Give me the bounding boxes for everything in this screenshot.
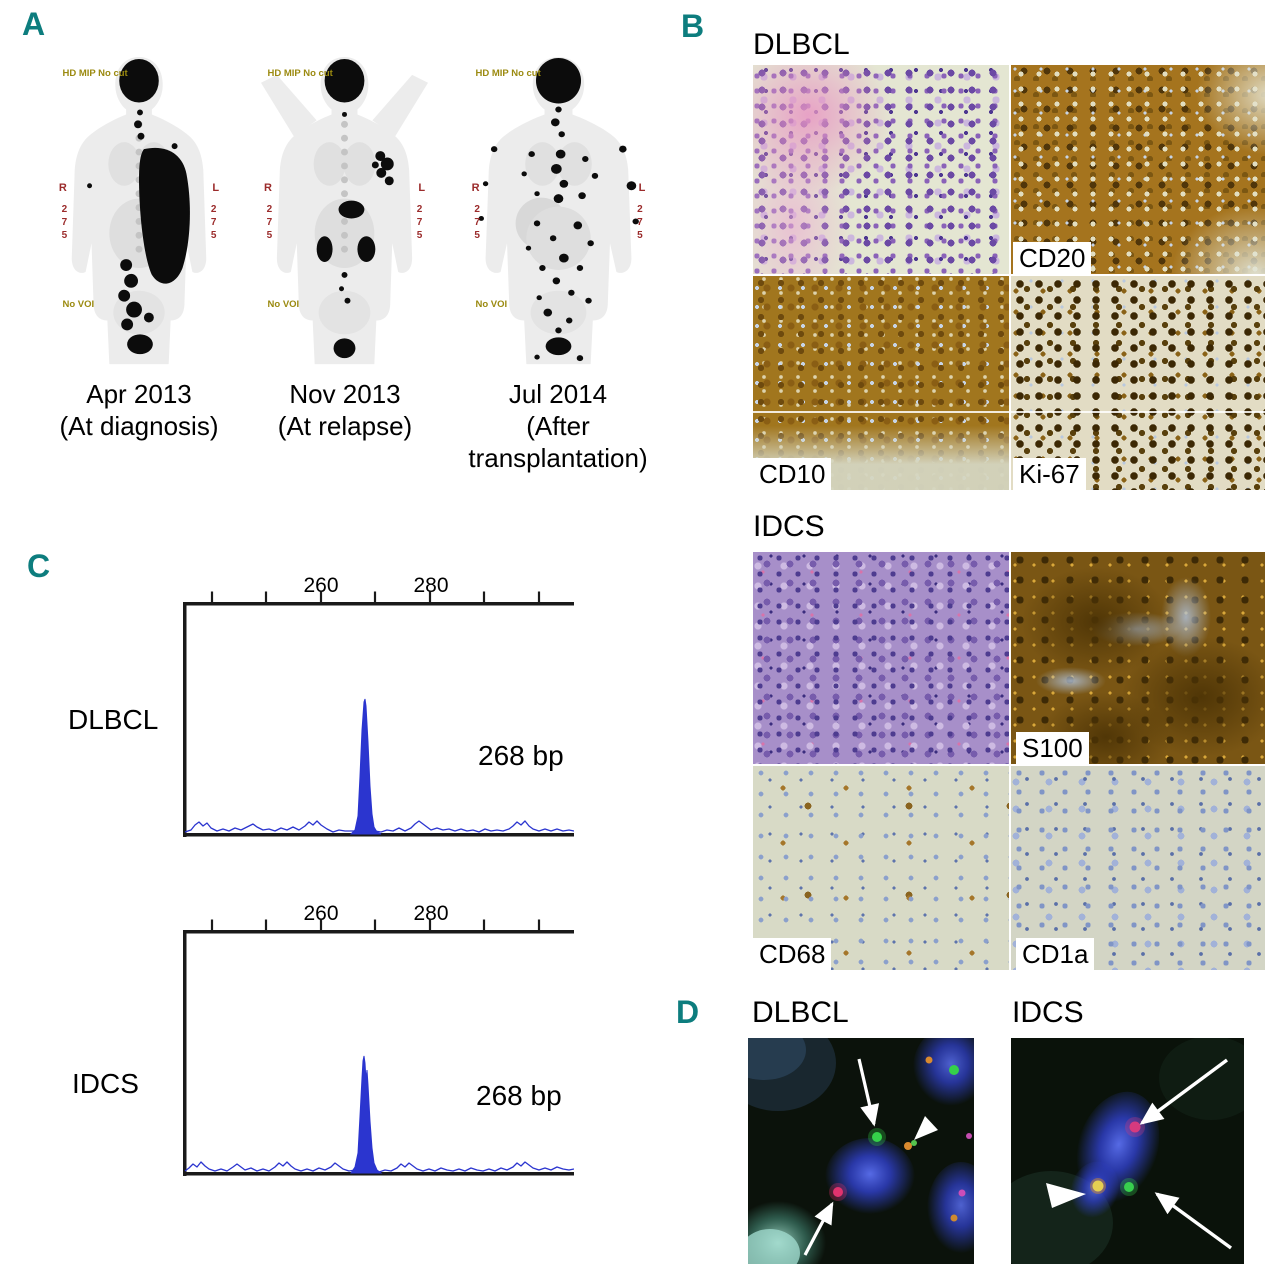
scan-mode-text: HD MIP No cut xyxy=(62,67,128,79)
fish-graphic-dlbcl xyxy=(748,1038,974,1264)
panel-letter-c: C xyxy=(27,548,51,584)
electropherogram-dlbcl-label: DLBCL xyxy=(68,704,159,735)
noise-trace xyxy=(184,820,574,833)
noise-trace xyxy=(184,1161,574,1173)
tick-label-280: 280 xyxy=(413,902,449,925)
fish-dlbcl-title: DLBCL xyxy=(752,996,849,1029)
scan-voi-text: No VOI xyxy=(62,299,95,311)
stain-label-cd10: CD10 xyxy=(753,458,832,490)
scan-left-marker: L xyxy=(418,181,426,194)
panel-letter-a: A xyxy=(22,6,46,42)
green-signal xyxy=(1124,1182,1134,1192)
scan-left-marker: L xyxy=(212,181,220,194)
fusion-signal xyxy=(1092,1180,1104,1192)
histology-dlbcl-cd10-image xyxy=(753,276,1009,490)
pet-scan-graphic xyxy=(71,56,207,365)
electropherogram-idcs xyxy=(183,919,574,1176)
scan-left-number: 275 xyxy=(634,203,646,243)
pet-scan-graphic xyxy=(478,56,639,365)
top-axis-line xyxy=(183,930,574,934)
arrow-to-red-signal xyxy=(1139,1058,1229,1125)
tick-label-260: 260 xyxy=(303,902,339,925)
electropherogram-idcs-label: IDCS xyxy=(72,1068,139,1099)
scan-right-number: 275 xyxy=(263,203,275,243)
stain-label-cd68: CD68 xyxy=(753,938,832,970)
scan-left-marker: L xyxy=(638,181,646,194)
main-peak xyxy=(350,1055,383,1174)
arrow-to-green-signal xyxy=(857,1058,880,1127)
left-axis-line xyxy=(183,930,187,1176)
stain-label-ki67: Ki-67 xyxy=(1013,458,1086,490)
histology-idcs-cd1a-image xyxy=(1011,766,1265,970)
histology-dlbcl-he-image xyxy=(753,65,1009,274)
fusion-signal xyxy=(904,1142,912,1150)
fish-graphic-idcs xyxy=(1011,1038,1244,1264)
baseline xyxy=(183,1172,574,1176)
main-peak xyxy=(349,698,382,835)
histology-idcs-s100-image xyxy=(1011,552,1265,764)
pet-scan-apr-2013: HD MIP No cut R 275 L 275 No VOI xyxy=(50,55,228,372)
idcs-histology-title: IDCS xyxy=(753,510,825,543)
caption-jul-2014: Jul 2014 (After transplantation) xyxy=(468,379,648,473)
scan-mode-text: HD MIP No cut xyxy=(475,67,541,79)
scan-right-marker: R xyxy=(263,181,272,194)
stain-label-s100: S100 xyxy=(1016,732,1089,764)
tick-label-260: 260 xyxy=(303,574,339,597)
scan-right-marker: R xyxy=(58,181,67,194)
arrowhead-to-fusion-signal xyxy=(914,1116,938,1140)
tick-label-280: 280 xyxy=(413,574,449,597)
histology-idcs-he-image xyxy=(753,552,1009,764)
dlbcl-histology-title: DLBCL xyxy=(753,28,850,61)
pet-scan-graphic xyxy=(260,56,429,365)
axis-ticks xyxy=(210,919,541,930)
scan-right-marker: R xyxy=(471,181,480,194)
scan-right-number: 275 xyxy=(471,203,483,243)
top-axis-line xyxy=(183,602,574,606)
caption-apr-2013: Apr 2013 (At diagnosis) xyxy=(59,379,219,441)
scan-left-number: 275 xyxy=(414,203,426,243)
peak-size-label-idcs: 268 bp xyxy=(476,1080,562,1111)
electropherogram-dlbcl xyxy=(183,591,574,837)
scan-mode-text: HD MIP No cut xyxy=(267,67,333,79)
baseline xyxy=(183,833,574,837)
arrow-to-green-signal xyxy=(1154,1192,1233,1250)
pet-scan-jul-2014: HD MIP No cut R 275 L 275 No VOI xyxy=(462,55,655,372)
arrow-to-red-signal xyxy=(803,1201,834,1256)
scan-left-number: 275 xyxy=(208,203,220,243)
caption-nov-2013: Nov 2013 (At relapse) xyxy=(277,379,413,441)
fish-image-idcs xyxy=(1011,1038,1244,1264)
panel-letter-d: D xyxy=(676,994,700,1030)
peak-size-label-dlbcl: 268 bp xyxy=(478,740,564,771)
stain-label-cd20: CD20 xyxy=(1013,242,1092,274)
histology-idcs-cd68-image xyxy=(753,766,1009,970)
scan-artifact-line xyxy=(753,411,1265,413)
red-signal xyxy=(833,1187,843,1197)
axis-ticks xyxy=(210,591,541,602)
scan-right-number: 275 xyxy=(58,203,70,243)
stain-label-cd1a: CD1a xyxy=(1016,938,1095,970)
pet-scan-nov-2013: HD MIP No cut R 275 L 275 No VOI xyxy=(255,55,434,372)
red-signal xyxy=(1129,1121,1141,1133)
green-signal xyxy=(872,1132,882,1142)
scan-voi-text: No VOI xyxy=(267,299,300,311)
arrowhead-to-fusion-signal xyxy=(1046,1183,1086,1208)
scan-voi-text: No VOI xyxy=(475,299,508,311)
panel-letter-b: B xyxy=(681,8,705,44)
histology-dlbcl-ki67-image xyxy=(1011,276,1265,490)
fish-image-dlbcl xyxy=(748,1038,974,1264)
left-axis-line xyxy=(183,602,187,837)
fish-idcs-title: IDCS xyxy=(1012,996,1084,1029)
histology-dlbcl-cd20-image xyxy=(1011,65,1265,274)
